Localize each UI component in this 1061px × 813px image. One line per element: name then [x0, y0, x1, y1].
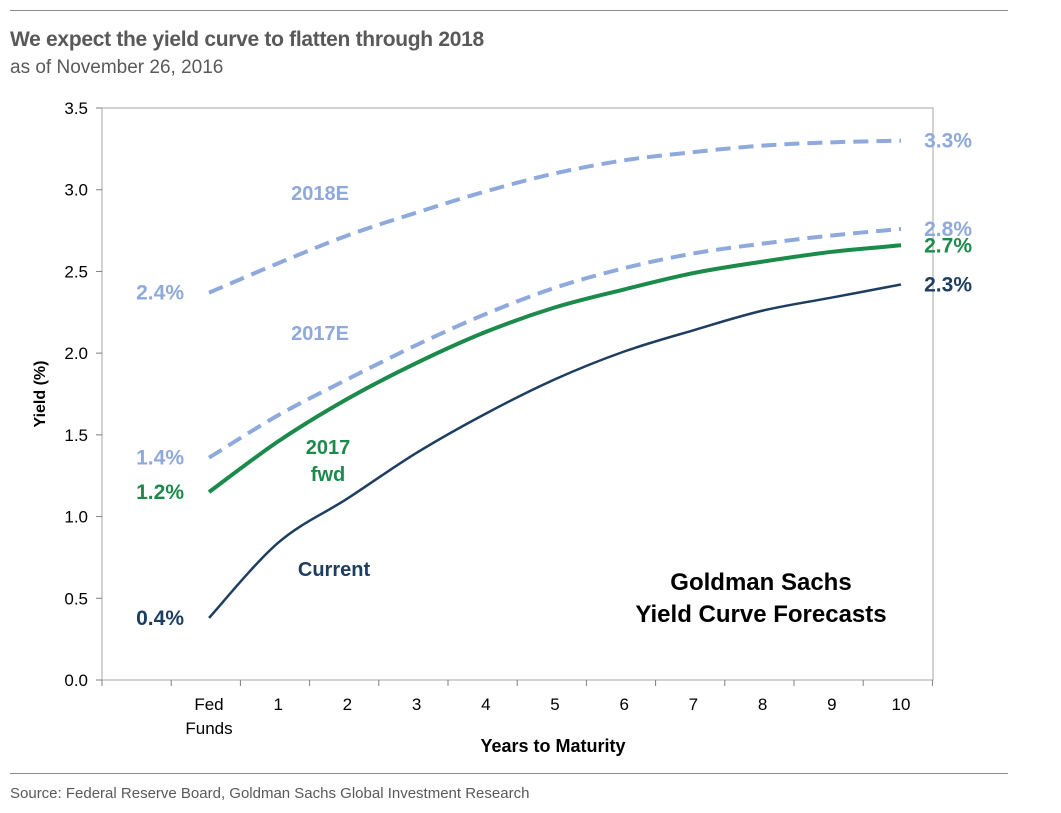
- x-tick-label: 2: [343, 695, 352, 714]
- series-line-2017-fwd: [207, 243, 902, 494]
- series-start-label: 0.4%: [136, 607, 184, 630]
- x-tick-label: 9: [827, 695, 836, 714]
- x-tick-label: 6: [619, 695, 628, 714]
- series-end-label: 3.3%: [924, 130, 972, 153]
- x-tick-label: 8: [758, 695, 767, 714]
- x-axis-label: Years to Maturity: [480, 736, 625, 756]
- y-tick-label: 2.5: [64, 262, 88, 281]
- series-name-label: 2018E: [291, 183, 349, 205]
- plot-area: [101, 107, 934, 681]
- top-rule: [10, 10, 1008, 11]
- series-line-current: [208, 283, 902, 619]
- x-tick-label: 1: [273, 695, 282, 714]
- series-start-label: 1.2%: [136, 481, 184, 504]
- axes: 0.0 0.5 1.0 1.5 2.0 2.5 3.0 3.5 Fed Funds 1 2 3 4 5 6 7 8…: [64, 99, 933, 738]
- series-end-label: 2.8%: [924, 218, 972, 241]
- chart-title: We expect the yield curve to flatten thr…: [10, 28, 484, 51]
- x-tick-label: 10: [892, 695, 911, 714]
- source-note: Source: Federal Reserve Board, Goldman S…: [10, 785, 530, 802]
- series-start-label: 1.4%: [136, 447, 184, 470]
- x-tick-label: 5: [550, 695, 559, 714]
- y-tick-label: 0.0: [64, 671, 88, 690]
- y-tick-label: 1.0: [64, 508, 88, 527]
- chart-annotation: Goldman Sachs Yield Curve Forecasts: [635, 569, 886, 628]
- series-name-label: 2017E: [291, 323, 349, 345]
- y-tick-label: 2.0: [64, 344, 88, 363]
- series-end-label: 2.3%: [924, 274, 972, 297]
- series-end-label: 2.7%: [924, 234, 972, 257]
- series-name-label: Current: [298, 559, 371, 581]
- y-tick-label: 0.5: [64, 589, 88, 608]
- x-tick-label: 7: [689, 695, 698, 714]
- y-tick-label: 1.5: [64, 426, 88, 445]
- bottom-rule: [10, 773, 1008, 774]
- y-tick-label: 3.0: [64, 181, 88, 200]
- series-line-2017e: [207, 226, 902, 460]
- y-axis-label: Yield (%): [32, 361, 49, 428]
- series-lines: [207, 138, 902, 619]
- chart-subtitle: as of November 26, 2016: [10, 57, 224, 78]
- y-tick-label: 3.5: [64, 99, 88, 118]
- series-name-label: 2017 fwd: [306, 437, 351, 486]
- x-tick-label: 3: [412, 695, 421, 714]
- series-start-label: 2.4%: [136, 282, 184, 305]
- x-tick-label: 4: [481, 695, 490, 714]
- x-tick-label: Fed Funds: [185, 695, 232, 738]
- series-line-2018e: [208, 138, 902, 295]
- series-value-labels: 2.4% 3.3% 1.4% 2.8% 1.2% 2.7% 0.4% 2.3% 2018E 201…: [136, 130, 972, 630]
